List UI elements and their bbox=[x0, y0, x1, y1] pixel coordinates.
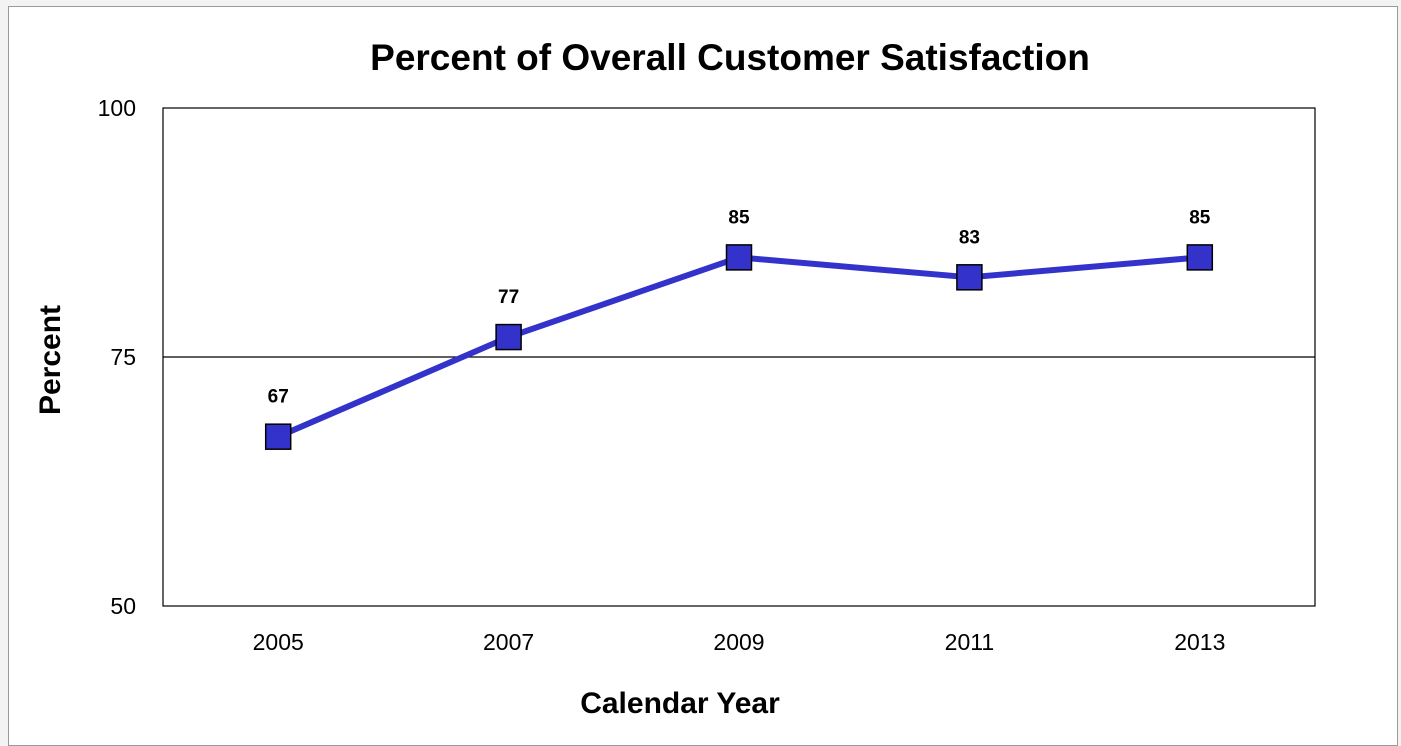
data-label: 77 bbox=[498, 287, 519, 308]
chart-title: Percent of Overall Customer Satisfaction bbox=[370, 37, 1090, 78]
x-axis-ticks: 2005 2007 2009 2011 2013 bbox=[253, 629, 1226, 655]
data-label: 67 bbox=[268, 387, 289, 408]
data-point-marker bbox=[264, 423, 292, 450]
series-group: 67 77 85 83 85 bbox=[264, 207, 1214, 450]
data-label: 85 bbox=[728, 207, 750, 228]
y-tick-label: 50 bbox=[110, 593, 136, 619]
y-tick-label: 100 bbox=[98, 95, 136, 121]
x-tick-label: 2009 bbox=[713, 629, 764, 655]
data-point-marker bbox=[1186, 244, 1214, 271]
x-axis-title: Calendar Year bbox=[580, 687, 780, 720]
y-tick-label: 75 bbox=[110, 344, 136, 370]
y-axis-ticks: 50 75 100 bbox=[98, 95, 136, 619]
data-label: 83 bbox=[959, 227, 980, 248]
x-tick-label: 2007 bbox=[483, 629, 534, 655]
y-axis-title: Percent bbox=[34, 305, 67, 415]
x-tick-label: 2013 bbox=[1174, 629, 1225, 655]
data-point-marker bbox=[495, 323, 522, 351]
data-point-marker bbox=[725, 244, 753, 271]
x-tick-label: 2005 bbox=[253, 629, 304, 655]
x-tick-label: 2011 bbox=[945, 629, 994, 655]
data-label: 85 bbox=[1189, 207, 1211, 228]
data-point-marker bbox=[956, 264, 983, 291]
